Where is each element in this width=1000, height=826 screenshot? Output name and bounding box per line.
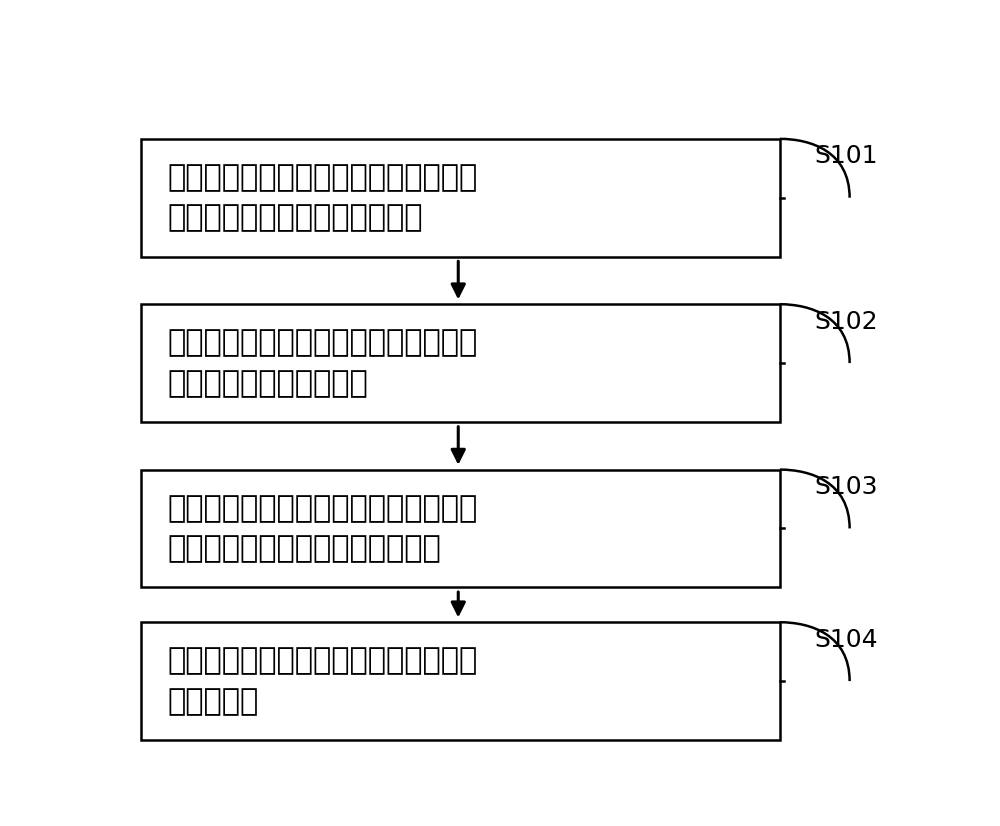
Text: S101: S101 bbox=[814, 145, 878, 169]
Text: S102: S102 bbox=[814, 310, 878, 334]
Text: 若存在，则输出所述高级报警条件对应
的报警信息: 若存在，则输出所述高级报警条件对应 的报警信息 bbox=[168, 646, 478, 716]
Bar bbox=[140, 139, 780, 257]
Text: 通过布置在管道上的多个光纤光栅传感
器获取管道对应的多点监测信息: 通过布置在管道上的多个光纤光栅传感 器获取管道对应的多点监测信息 bbox=[168, 163, 478, 232]
Bar bbox=[140, 622, 780, 740]
Bar bbox=[140, 304, 780, 422]
Text: S103: S103 bbox=[814, 475, 878, 499]
Text: S104: S104 bbox=[814, 628, 878, 652]
Bar bbox=[140, 470, 780, 587]
Text: 将多点监测信息与预设的阈值区间进行
比较，获得多个比较结果: 将多点监测信息与预设的阈值区间进行 比较，获得多个比较结果 bbox=[168, 328, 478, 398]
Text: 确定所多个比较结果中是否存在满足预
设的高级报警条件的目标比较结果: 确定所多个比较结果中是否存在满足预 设的高级报警条件的目标比较结果 bbox=[168, 494, 478, 563]
